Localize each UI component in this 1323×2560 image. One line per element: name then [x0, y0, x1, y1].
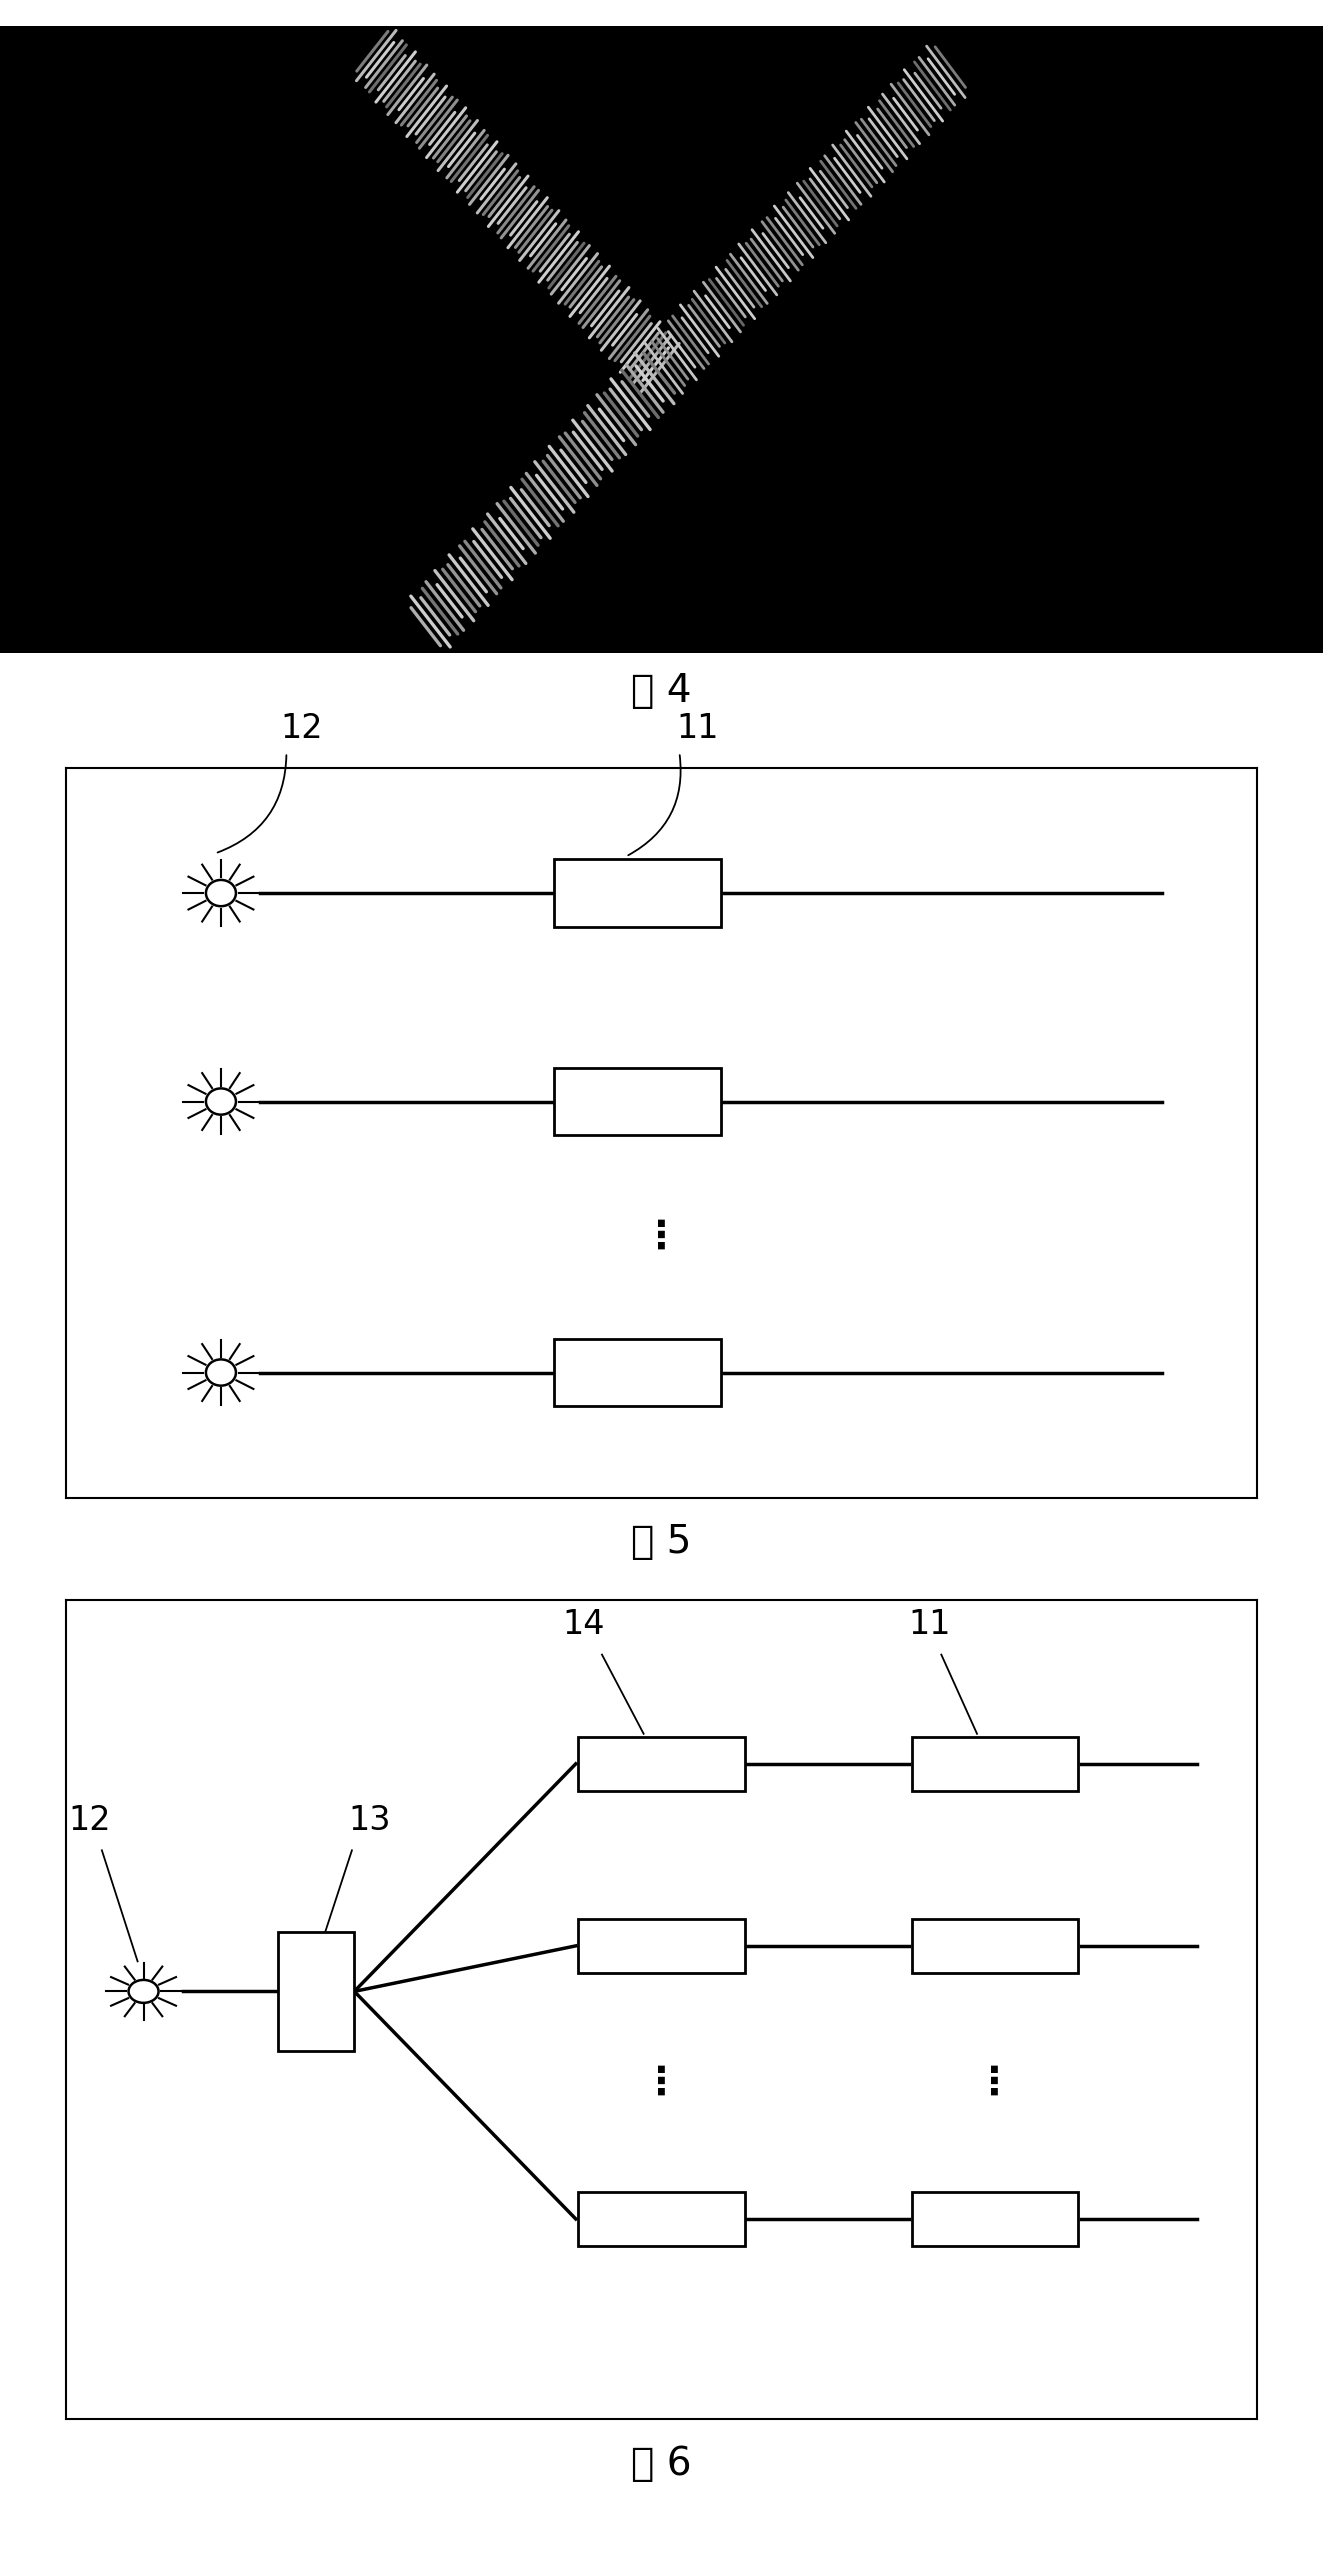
Text: 11: 11 [676, 712, 718, 745]
Circle shape [206, 881, 235, 906]
Text: 12: 12 [280, 712, 323, 745]
Bar [278, 1933, 355, 2051]
Text: 图 4: 图 4 [631, 673, 692, 709]
Bar [578, 1736, 745, 1792]
Text: 图 6: 图 6 [631, 2445, 692, 2483]
Text: 13: 13 [348, 1805, 392, 1836]
Circle shape [128, 1979, 159, 2002]
Text: ⋮: ⋮ [642, 1219, 681, 1257]
Circle shape [206, 1088, 235, 1114]
Bar [554, 860, 721, 927]
Circle shape [206, 1359, 235, 1385]
Bar [912, 2191, 1078, 2245]
Bar [554, 1068, 721, 1137]
Text: ⋮: ⋮ [642, 2063, 681, 2102]
Text: 14: 14 [562, 1608, 606, 1641]
Bar [554, 1339, 721, 1405]
Bar [578, 2191, 745, 2245]
Text: 图 5: 图 5 [631, 1523, 692, 1562]
Text: 11: 11 [908, 1608, 951, 1641]
Text: ⋮: ⋮ [975, 2063, 1015, 2102]
Bar [578, 1917, 745, 1974]
Text: 12: 12 [69, 1805, 111, 1836]
Bar [912, 1917, 1078, 1974]
Bar [912, 1736, 1078, 1792]
